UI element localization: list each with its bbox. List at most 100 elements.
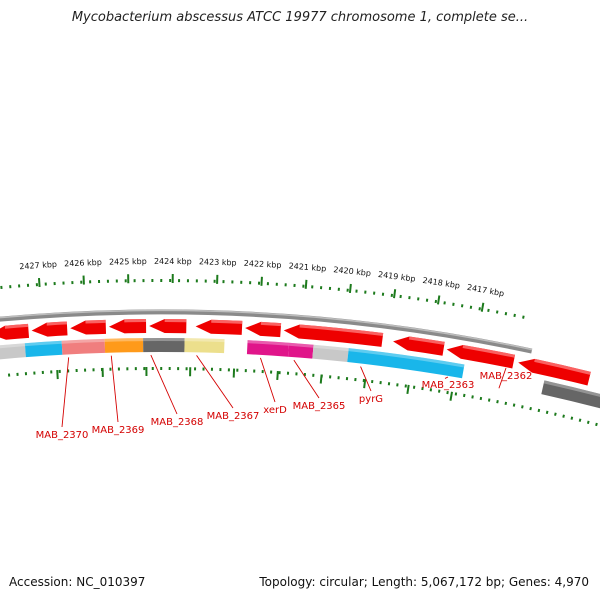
inner-tick (570, 416, 574, 420)
cds-arrow-highlight (124, 319, 147, 323)
cds-arrow-highlight (211, 319, 243, 324)
gene-label: pyrG (359, 394, 383, 405)
cds-arrow-highlight (164, 319, 187, 323)
cog-band (104, 338, 144, 353)
topology-text: Topology: circular; Length: 5,067,172 bp… (259, 575, 589, 589)
cog-band-highlight (348, 348, 465, 368)
scale-tick (469, 305, 473, 309)
cds-arrow-highlight (85, 319, 106, 324)
cog-band-highlight (288, 342, 314, 348)
scale-major-tick (348, 283, 352, 294)
inner-tick (562, 414, 565, 418)
cog-band (61, 338, 106, 355)
cds-arrow-highlight (534, 358, 591, 375)
cds-arrow (70, 319, 107, 335)
gene-label: MAB_2362 (480, 371, 533, 382)
cds-arrow (31, 321, 68, 337)
scale-tick (487, 308, 490, 313)
cog-track (0, 338, 600, 427)
label-lines (61, 354, 507, 428)
cog-band (347, 348, 465, 379)
label-leader-line (61, 357, 70, 428)
gene-label: xerD (263, 405, 287, 416)
gene-label: MAB_2365 (293, 401, 346, 412)
label-leader-line (260, 357, 276, 403)
scale-label: 2423 kbp (199, 257, 237, 267)
gene-label: MAB_2368 (151, 417, 204, 428)
cog-band (184, 338, 225, 354)
scale-label: 2420 kbp (333, 265, 371, 278)
gene-label: MAB_2367 (207, 411, 260, 422)
cds-arrow-highlight (260, 321, 282, 327)
cog-band-highlight (247, 340, 290, 346)
inner-tick (487, 398, 491, 402)
label-leader-line (498, 367, 507, 389)
scale-label: 2422 kbp (244, 259, 282, 270)
cog-band-highlight (0, 343, 26, 349)
inner-tick (471, 395, 474, 399)
scale-major-tick (480, 302, 485, 312)
cog-band-highlight (24, 340, 62, 347)
scale-ticks: 2427 kbp 2426 kbp 2425 kbp 2424 kbp 2423 kbp… (0, 257, 525, 319)
scale-major-tick (304, 279, 308, 289)
scale-label: 2421 kbp (288, 261, 326, 273)
cds-arrow-highlight (299, 324, 384, 337)
inner-major-tick (319, 374, 323, 384)
cog-band-highlight (104, 338, 144, 342)
cds-arrow-highlight (46, 321, 67, 326)
label-leader-line (150, 354, 178, 415)
scale-label: 2418 kbp (422, 276, 461, 291)
cog-band (541, 380, 600, 409)
scale-major-tick (37, 277, 41, 288)
scale-tick (522, 315, 525, 319)
gene-label: MAB_2363 (422, 380, 475, 391)
inner-tick (462, 393, 466, 398)
inner-tick (521, 405, 524, 409)
cds-arrow (446, 344, 516, 369)
cog-band-highlight (61, 338, 105, 344)
scale-label: 2426 kbp (64, 258, 102, 269)
cds-track (0, 319, 591, 386)
inner-tick (578, 418, 582, 422)
cds-arrow-highlight (408, 336, 445, 345)
backbone-line (0, 309, 533, 354)
inner-tick (595, 422, 598, 427)
scale-tick (478, 307, 481, 311)
inner-tick (529, 406, 532, 411)
inner-major-tick (406, 384, 410, 394)
inner-tick (586, 420, 590, 424)
cog-band (24, 340, 63, 358)
scale-major-tick (260, 276, 263, 286)
label-leader-line (293, 359, 320, 399)
cog-band (288, 342, 314, 359)
inner-major-tick (56, 369, 59, 380)
accession-text: Accession: NC_010397 (9, 575, 146, 589)
gene-label: MAB_2370 (36, 430, 89, 441)
inner-major-tick (363, 379, 367, 389)
cog-band (246, 340, 290, 357)
scale-label: 2419 kbp (378, 270, 417, 284)
inner-tick (512, 403, 516, 407)
label-leader-line (360, 366, 372, 392)
inner-major-tick (449, 391, 453, 401)
cds-arrow-highlight (462, 344, 516, 358)
cog-band-highlight (543, 380, 600, 397)
cog-band (0, 343, 26, 360)
scale-tick (495, 310, 499, 314)
gene-label: MAB_2369 (92, 425, 145, 436)
map-title: Mycobacterium abscessus ATCC 19977 chrom… (71, 10, 529, 25)
scale-label: 2417 kbp (466, 283, 505, 299)
inner-tick (504, 401, 508, 406)
inner-tick (554, 412, 557, 416)
genome-backbone (0, 309, 533, 354)
backbone-highlight (0, 309, 533, 351)
scale-tick (504, 312, 508, 316)
cds-arrow (195, 319, 243, 335)
cds-arrow (108, 319, 147, 334)
scale-major-tick (436, 295, 441, 305)
scale-label: 2424 kbp (154, 257, 192, 266)
inner-major-tick (276, 370, 279, 381)
label-leader-line (110, 355, 119, 423)
cds-arrow (245, 321, 282, 338)
